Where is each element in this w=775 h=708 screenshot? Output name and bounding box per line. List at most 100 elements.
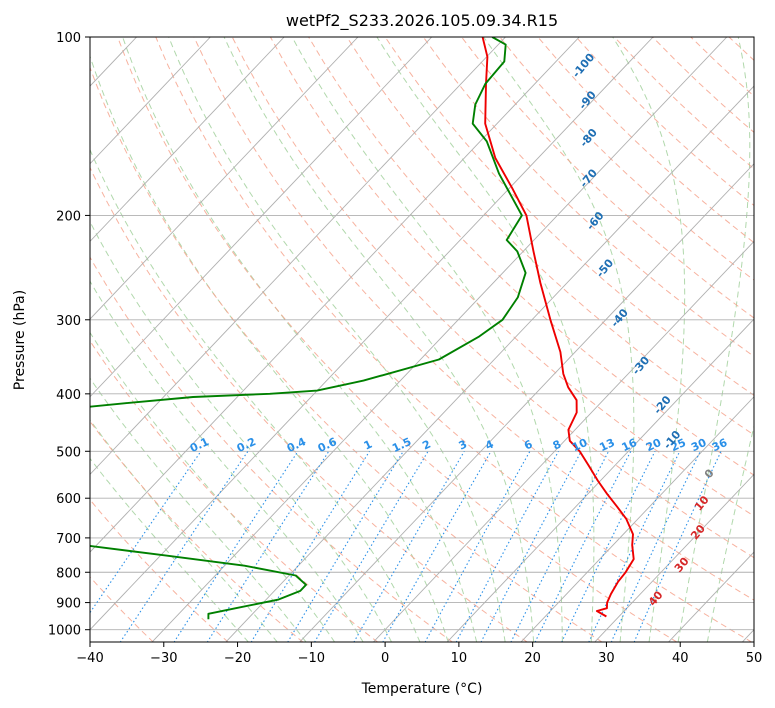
mixing-ratio-label: 0.6 xyxy=(316,435,339,455)
dry-adiabat-line xyxy=(90,420,304,642)
mixing-ratio-line xyxy=(353,451,465,642)
dry-adiabat-label: -30 xyxy=(630,354,653,378)
x-tick-label: 40 xyxy=(672,651,689,666)
x-tick-label: 20 xyxy=(524,651,541,666)
y-tick-label: 200 xyxy=(56,209,81,224)
y-tick-label: 600 xyxy=(56,492,81,507)
x-tick-label: 10 xyxy=(451,651,468,666)
moist-adiabat-line xyxy=(483,37,635,642)
mixing-ratio-label: 36 xyxy=(710,436,730,454)
mixing-ratio-line xyxy=(633,451,722,642)
dry-adiabat-label: 40 xyxy=(646,588,666,608)
isotherm-line xyxy=(446,318,754,642)
moist-adiabat-line xyxy=(90,148,421,642)
y-axis-label: Pressure (hPa) xyxy=(12,290,28,390)
dry-adiabat-line xyxy=(346,37,754,436)
dewpoint-line xyxy=(90,37,527,620)
dry-adiabat-line xyxy=(614,37,754,170)
mixing-ratio-label: 0.2 xyxy=(235,435,258,455)
dry-adiabat-label: 10 xyxy=(692,493,712,513)
mixing-ratio-label: 0.1 xyxy=(188,435,211,455)
y-tick-label: 500 xyxy=(56,445,81,460)
dry-adiabat-line xyxy=(0,37,4,642)
plot-area: 0.1 0.2 0.4 0.6 1 1.5 2 3 4 6 8 10 13 16 20 25 30 36-100-… xyxy=(0,37,775,642)
chart-title: wetPf2_S233.2026.105.09.34.R15 xyxy=(286,11,558,31)
moist-adiabat-line xyxy=(291,37,563,642)
moist-adiabat-line xyxy=(677,37,751,642)
dry-adiabat-label: -50 xyxy=(594,256,617,280)
sounding-series xyxy=(90,37,635,620)
mixing-ratio-label: 1.5 xyxy=(390,435,413,455)
dry-adiabat-label: -60 xyxy=(584,209,607,233)
mixing-ratio-line xyxy=(119,450,249,642)
isotherm-line xyxy=(520,396,754,642)
isotherm-line xyxy=(90,37,506,476)
moist-adiabat-line xyxy=(90,331,336,642)
mixing-ratio-label: 8 xyxy=(551,438,563,453)
isotherm-line xyxy=(90,37,654,631)
y-tick-label: 800 xyxy=(56,566,81,581)
dry-adiabat-line xyxy=(193,37,754,601)
mixing-ratio-line xyxy=(455,451,559,642)
isotherm-line xyxy=(90,37,285,243)
isotherm-line xyxy=(372,240,754,642)
dry-adiabat-line xyxy=(690,37,754,97)
mixing-ratio-line xyxy=(561,451,656,642)
mixing-ratio-label: 25 xyxy=(669,436,688,454)
x-tick-label: 0 xyxy=(381,651,389,666)
mixing-ratio-line xyxy=(480,451,582,642)
mixing-ratio-line xyxy=(610,451,701,642)
mixing-ratio-line xyxy=(173,451,299,642)
mixing-ratio-label: 16 xyxy=(620,436,640,454)
y-tick-label: 300 xyxy=(56,314,81,329)
dry-adiabat-line xyxy=(90,256,453,642)
temperature-line xyxy=(481,37,635,618)
moist-adiabat-line xyxy=(122,37,478,642)
y-tick-label: 700 xyxy=(56,532,81,547)
mixing-ratio-line xyxy=(206,451,330,642)
isotherm-line xyxy=(299,163,754,642)
isotherm-line xyxy=(90,37,433,398)
isotherm-line xyxy=(151,37,728,642)
mixing-ratio-label: 30 xyxy=(689,436,709,454)
mixing-ratio-label: 13 xyxy=(597,436,616,454)
mixing-ratio-label: 0.4 xyxy=(285,435,308,455)
moist-adiabat-line xyxy=(612,37,686,642)
moist-adiabat-line xyxy=(376,37,595,642)
dry-adiabat-line xyxy=(767,37,775,642)
dry-adiabat-line xyxy=(117,37,678,642)
dry-adiabat-line xyxy=(90,166,528,642)
moist-adiabat-line xyxy=(223,37,535,642)
y-tick-label: 1000 xyxy=(48,624,81,639)
mixing-ratio-label: 1 xyxy=(362,438,374,453)
dry-adiabat-line xyxy=(155,37,753,642)
dry-adiabat-label: 0 xyxy=(702,466,717,480)
y-tick-label: 900 xyxy=(56,597,81,612)
mixing-ratio-line xyxy=(424,451,531,642)
x-axis-ticks: −40 −30 −20 −10 0 10 20 30 40 50 xyxy=(76,642,762,666)
isotherm-line xyxy=(90,37,211,165)
mixing-ratio-label: 6 xyxy=(522,437,535,452)
moist-adiabat-line xyxy=(90,220,393,642)
moist-adiabat-line xyxy=(168,37,506,642)
dry-adiabat-line xyxy=(90,66,603,642)
pressure-gridlines xyxy=(90,37,754,631)
isotherm-line xyxy=(594,473,754,642)
mixing-ratio-label: 4 xyxy=(483,437,496,452)
isotherm-line xyxy=(667,551,754,642)
dry-adiabat-label: -40 xyxy=(608,306,631,330)
y-axis-ticks: 1000 900 800 700 600 500 400 300 200 100 xyxy=(48,31,90,639)
dry-adiabat-line xyxy=(537,37,754,244)
moist-adiabat-line xyxy=(90,377,307,642)
x-tick-label: −30 xyxy=(150,651,177,666)
isotherms xyxy=(90,37,754,642)
moist-adiabat-line xyxy=(706,423,754,642)
dry-adiabat-label: -100 xyxy=(570,51,598,81)
moist-adiabats xyxy=(90,37,754,642)
dry-adiabat-line xyxy=(461,37,754,319)
y-tick-label: 400 xyxy=(56,388,81,403)
mixing-ratio-line xyxy=(287,451,404,642)
dry-adiabat-line xyxy=(90,340,379,642)
y-tick-label: 100 xyxy=(56,31,81,46)
